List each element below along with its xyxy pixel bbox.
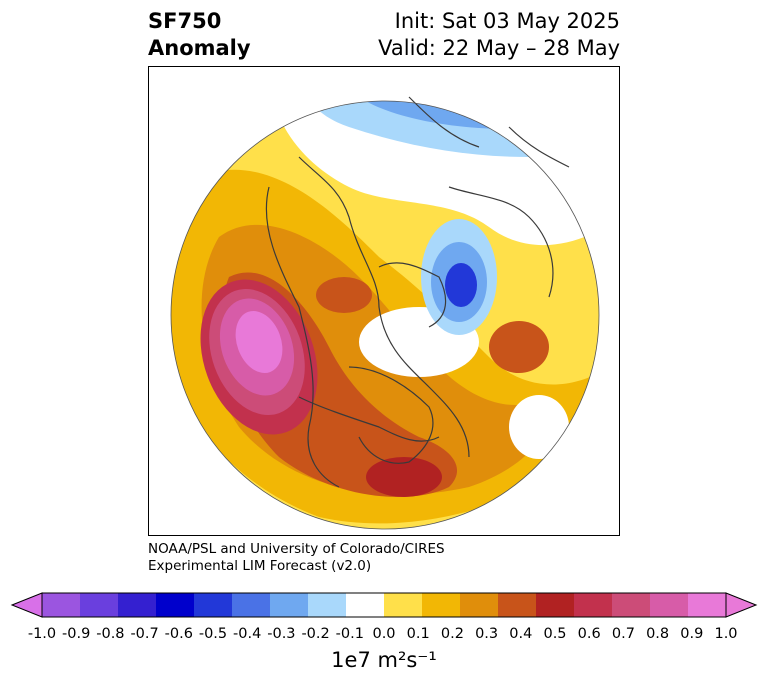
credit: NOAA/PSL and University of Colorado/CIRE… xyxy=(148,541,445,575)
anomaly-field xyxy=(171,101,599,529)
colorbar-cell xyxy=(574,593,613,617)
colorbar-tick-label: -0.7 xyxy=(130,626,159,642)
title-right: Init: Sat 03 May 2025 Valid: 22 May – 28… xyxy=(378,8,620,62)
colorbar-tick-label: -0.6 xyxy=(164,626,193,642)
colorbar-frame xyxy=(41,592,727,618)
colorbar-tick-label: 0.3 xyxy=(475,626,499,642)
valid-range: Valid: 22 May – 28 May xyxy=(378,36,620,60)
colorbar-tick-labels: -1.0 -0.9 -0.8 -0.7 -0.6 -0.5 -0.4 -0.3 -0.2 -0.1… xyxy=(0,626,768,646)
colorbar-cell xyxy=(384,593,423,617)
colorbar-cells xyxy=(42,593,727,617)
colorbar-cell xyxy=(688,593,727,617)
colorbar xyxy=(10,592,758,618)
colorbar-cell xyxy=(42,593,81,617)
anomaly-map xyxy=(170,96,600,530)
colorbar-tick-label: 0.1 xyxy=(406,626,430,642)
coastlines xyxy=(265,96,570,488)
colorbar-cell xyxy=(80,593,119,617)
variable-name: SF750 xyxy=(148,9,222,33)
colorbar-cell xyxy=(460,593,499,617)
colorbar-tick-label: 0.8 xyxy=(646,626,670,642)
colorbar-cell xyxy=(612,593,651,617)
colorbar-cell xyxy=(650,593,689,617)
colorbar-tick-label: -0.1 xyxy=(335,626,364,642)
colorbar-cell xyxy=(270,593,309,617)
colorbar-tick-label: 0.2 xyxy=(440,626,464,642)
colorbar-tick-label: 0.6 xyxy=(577,626,601,642)
colorbar-cell xyxy=(118,593,157,617)
colorbar-tick-label: 0.5 xyxy=(543,626,567,642)
colorbar-tick-label: 0.7 xyxy=(611,626,635,642)
title-left: SF750 Anomaly xyxy=(148,8,251,62)
colorbar-min-arrow xyxy=(10,592,43,618)
credit-line-1: NOAA/PSL and University of Colorado/CIRE… xyxy=(148,541,445,557)
colorbar-tick-label: -0.4 xyxy=(233,626,262,642)
colorbar-max-arrow xyxy=(725,592,758,618)
colorbar-cell xyxy=(308,593,347,617)
colorbar-cell xyxy=(346,593,385,617)
colorbar-tick-label: -0.9 xyxy=(62,626,91,642)
map-panel xyxy=(148,66,620,536)
init-date: Init: Sat 03 May 2025 xyxy=(394,9,620,33)
colorbar-cell xyxy=(498,593,537,617)
colorbar-tick-label: 0.0 xyxy=(372,626,396,642)
colorbar-tick-label: 1.0 xyxy=(714,626,738,642)
colorbar-cell xyxy=(422,593,461,617)
credit-line-2: Experimental LIM Forecast (v2.0) xyxy=(148,558,372,574)
colorbar-cell xyxy=(194,593,233,617)
colorbar-tick-label: 0.9 xyxy=(680,626,704,642)
colorbar-cell xyxy=(536,593,575,617)
colorbar-tick-label: -0.5 xyxy=(198,626,228,642)
colorbar-tick-label: -0.3 xyxy=(267,626,296,642)
colorbar-cell xyxy=(232,593,271,617)
colorbar-tick-label: 0.4 xyxy=(509,626,533,642)
anomaly-label: Anomaly xyxy=(148,36,251,60)
colorbar-tick-label: -0.2 xyxy=(301,626,330,642)
colorbar-tick-label: -0.8 xyxy=(96,626,125,642)
colorbar-tick-label: -1.0 xyxy=(27,626,57,642)
colorbar-cell xyxy=(156,593,195,617)
colorbar-unit: 1e7 m²s⁻¹ xyxy=(331,648,437,672)
